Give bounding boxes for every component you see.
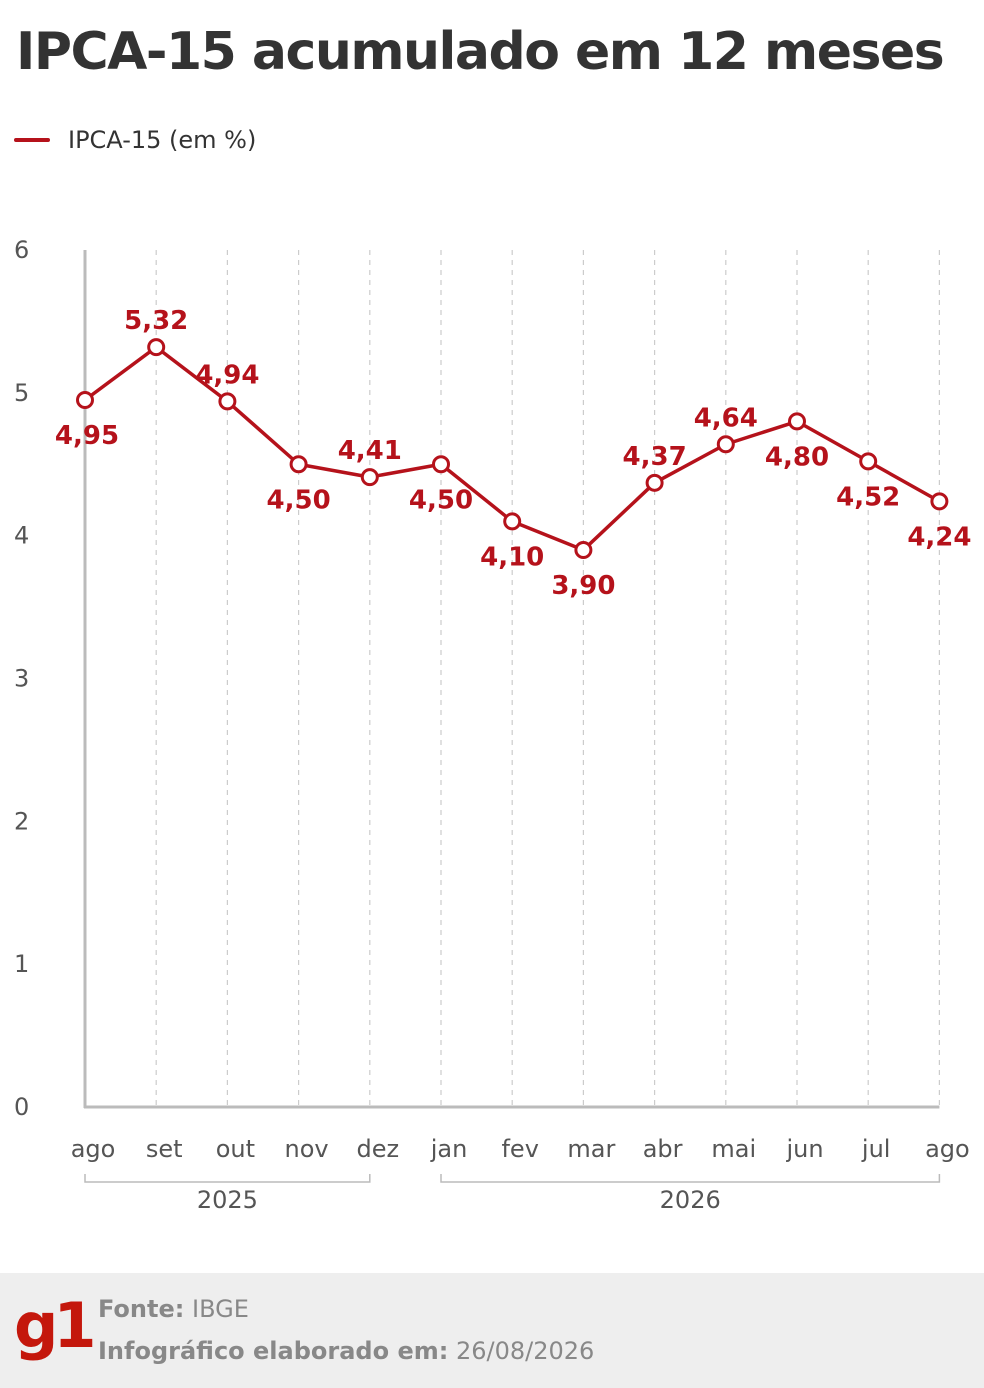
year-label: 2025 [197,1186,258,1214]
data-label: 4,95 [55,421,119,451]
year-label: 2026 [660,1186,721,1214]
footer: g1 Fonte: IBGE Infográfico elaborado em:… [0,1273,984,1388]
date-label: Infográfico elaborado em: [98,1337,449,1365]
data-label: 4,94 [195,360,259,390]
data-label: 4,24 [907,522,971,552]
x-tick-label: mar [567,1135,615,1163]
y-tick-label: 2 [14,807,29,835]
data-point [574,540,593,559]
y-tick-label: 3 [14,665,29,693]
data-point [716,435,735,454]
year-bracket [440,1174,941,1183]
data-label: 4,37 [623,442,687,472]
data-point [930,492,949,511]
x-tick-label: mai [711,1135,756,1163]
data-label: 5,32 [124,306,188,336]
x-tick-label: jan [430,1135,468,1163]
data-label: 4,64 [694,403,758,433]
data-label: 3,90 [551,571,615,601]
source-label: Fonte: [98,1295,185,1323]
data-label: 4,10 [480,542,544,572]
year-bracket [84,1174,371,1183]
data-label: 4,52 [836,482,900,512]
source-value: IBGE [191,1295,249,1323]
source-line: Fonte: IBGE [98,1295,249,1323]
date-value: 26/08/2026 [455,1337,595,1365]
x-tick-label: set [146,1135,183,1163]
data-point [360,468,379,487]
x-tick-label: fev [501,1135,538,1163]
data-point [645,473,664,492]
data-point [289,455,308,474]
y-tick-label: 5 [14,379,29,407]
y-tick-label: 4 [14,522,29,550]
data-point [788,412,806,431]
chart-title: IPCA-15 acumulado em 12 meses [16,22,945,82]
x-tick-label: ago [71,1135,116,1163]
date-line: Infográfico elaborado em: 26/08/2026 [98,1337,594,1365]
y-tick-label: 1 [14,950,29,978]
data-label: 4,41 [338,436,402,466]
x-tick-label: jun [785,1135,823,1163]
legend-swatch [14,138,50,142]
x-tick-label: out [216,1135,255,1163]
line-chart: 0 1 2 3 4 5 6 ago set out nov dez jan fev mar abr mai jun… [14,236,971,1214]
data-point [218,392,237,411]
data-point [503,512,522,531]
data-label: 4,50 [267,485,331,515]
data-point [76,390,94,409]
x-tick-label: abr [643,1135,683,1163]
legend-label: IPCA-15 (em %) [68,126,257,154]
legend: IPCA-15 (em %) [14,126,256,154]
y-tick-label: 6 [14,236,29,264]
data-label: 4,50 [409,485,473,515]
x-tick-label: ago [925,1135,970,1163]
data-point [859,452,878,471]
data-label: 4,80 [765,442,829,472]
y-tick-label: 0 [14,1093,29,1121]
data-point [147,338,166,357]
x-tick-label: dez [356,1135,399,1163]
data-point [432,455,450,474]
x-tick-label: jul [861,1135,891,1163]
x-tick-label: nov [285,1135,329,1163]
g1-logo: g1 [14,1289,97,1362]
